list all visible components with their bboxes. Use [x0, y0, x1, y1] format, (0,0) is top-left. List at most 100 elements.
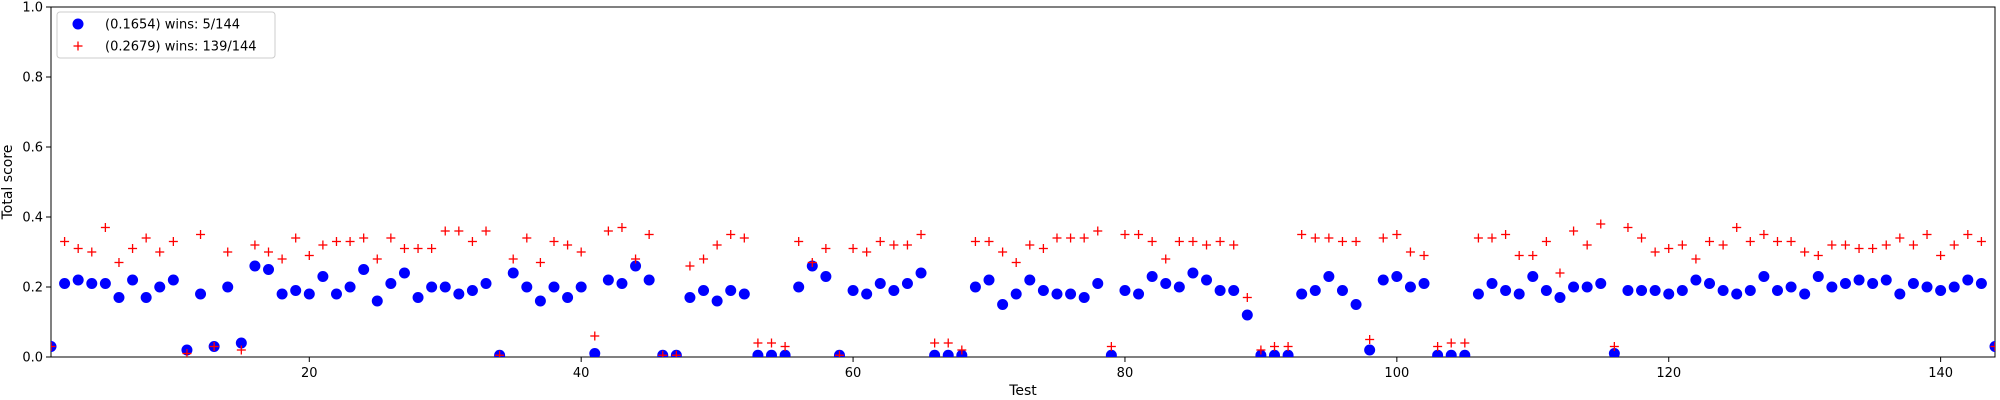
data-point-plus	[1297, 230, 1307, 239]
data-point-plus	[481, 226, 491, 236]
data-point-circle	[1608, 348, 1620, 357]
data-point-circle	[1649, 285, 1661, 296]
y-tick-label: 0.8	[22, 71, 43, 86]
data-point-plus	[100, 223, 110, 232]
data-point-circle	[1228, 285, 1240, 296]
data-point-plus	[794, 237, 804, 246]
data-point-plus	[984, 237, 994, 246]
data-point-circle	[263, 264, 275, 275]
data-point-plus	[1976, 237, 1986, 246]
data-point-circle	[1771, 285, 1783, 296]
data-point-circle	[303, 288, 315, 300]
data-point-circle	[820, 271, 832, 282]
data-point-circle	[412, 292, 424, 303]
data-point-plus	[875, 237, 885, 246]
data-point-plus	[331, 237, 341, 246]
data-point-circle	[861, 288, 873, 300]
data-point-plus	[277, 254, 287, 264]
data-point-circle	[942, 349, 954, 357]
data-point-circle	[371, 295, 383, 307]
data-point-plus	[264, 247, 274, 257]
data-point-plus	[1800, 247, 1810, 257]
data-point-circle	[1119, 285, 1131, 296]
data-point-circle	[1010, 288, 1022, 300]
data-point-circle	[1391, 271, 1403, 282]
data-point-plus	[1922, 230, 1932, 239]
y-axis-ticks: 0.0 0.2 0.4 0.6 0.8 1.0	[22, 1, 51, 366]
data-point-circle	[453, 288, 465, 300]
data-point-plus	[1759, 230, 1769, 239]
data-point-plus	[196, 230, 206, 239]
data-point-plus	[970, 237, 980, 246]
data-point-plus	[1677, 240, 1687, 250]
data-point-plus	[1405, 247, 1415, 257]
data-point-plus	[1134, 230, 1144, 239]
data-point-plus	[1433, 342, 1443, 351]
data-point-plus	[467, 237, 477, 246]
data-point-circle	[1201, 274, 1213, 286]
data-point-circle	[127, 274, 139, 286]
data-point-plus	[1881, 240, 1891, 250]
data-point-plus	[1460, 338, 1470, 348]
data-point-circle	[548, 281, 560, 293]
data-point-plus	[1337, 237, 1347, 246]
data-point-circle	[725, 285, 737, 296]
data-point-plus	[427, 244, 437, 253]
data-point-circle	[589, 348, 601, 357]
data-point-plus	[590, 331, 600, 341]
data-point-circle	[1214, 285, 1226, 296]
data-point-circle	[1282, 349, 1294, 357]
data-point-circle	[1404, 281, 1416, 293]
data-point-circle	[398, 267, 410, 279]
data-point-circle	[195, 288, 207, 300]
data-point-circle	[643, 274, 655, 286]
y-tick-label: 0.0	[22, 351, 43, 366]
data-point-circle	[1975, 278, 1987, 289]
data-point-plus	[1827, 240, 1837, 250]
data-point-plus	[1908, 240, 1918, 250]
data-point-circle	[86, 278, 98, 289]
data-point-plus	[957, 345, 967, 355]
data-point-circle	[249, 260, 261, 272]
data-point-plus	[508, 254, 518, 264]
data-point-circle	[1268, 349, 1280, 357]
data-point-circle	[888, 285, 900, 296]
data-point-circle	[1377, 274, 1389, 286]
data-point-plus	[1066, 233, 1076, 243]
data-point-plus	[1011, 258, 1021, 267]
data-point-circle	[684, 292, 696, 303]
data-point-circle	[1160, 278, 1172, 289]
data-point-plus	[1351, 237, 1361, 246]
data-point-plus	[1528, 251, 1538, 260]
data-point-plus	[399, 244, 409, 253]
data-point-circle	[997, 299, 1009, 310]
data-point-plus	[1283, 342, 1293, 351]
data-point-plus	[1202, 240, 1212, 250]
data-point-circle	[154, 281, 166, 293]
data-point-plus	[998, 247, 1008, 257]
legend-label-series-1: (0.2679) wins: 139/144	[105, 40, 257, 55]
data-point-circle	[1092, 278, 1104, 289]
data-point-plus	[807, 258, 817, 267]
data-point-plus	[821, 244, 831, 253]
data-point-circle	[1472, 288, 1484, 300]
y-axis-label: Total score	[0, 145, 16, 221]
data-point-circle	[1540, 285, 1552, 296]
data-point-circle	[616, 278, 628, 289]
data-point-circle	[1527, 271, 1539, 282]
data-point-plus	[1446, 338, 1456, 348]
data-point-plus	[1378, 233, 1388, 243]
data-point-circle	[1962, 274, 1974, 286]
data-point-plus	[522, 233, 532, 243]
data-point-circle	[1636, 285, 1648, 296]
data-point-plus	[73, 244, 83, 253]
data-point-plus	[603, 226, 613, 236]
data-point-circle	[140, 292, 152, 303]
data-point-circle	[1785, 281, 1797, 293]
legend-label-series-0: (0.1654) wins: 5/144	[105, 18, 240, 33]
data-point-circle	[1241, 309, 1253, 321]
data-point-circle	[630, 260, 642, 272]
data-point-plus	[1718, 240, 1728, 250]
